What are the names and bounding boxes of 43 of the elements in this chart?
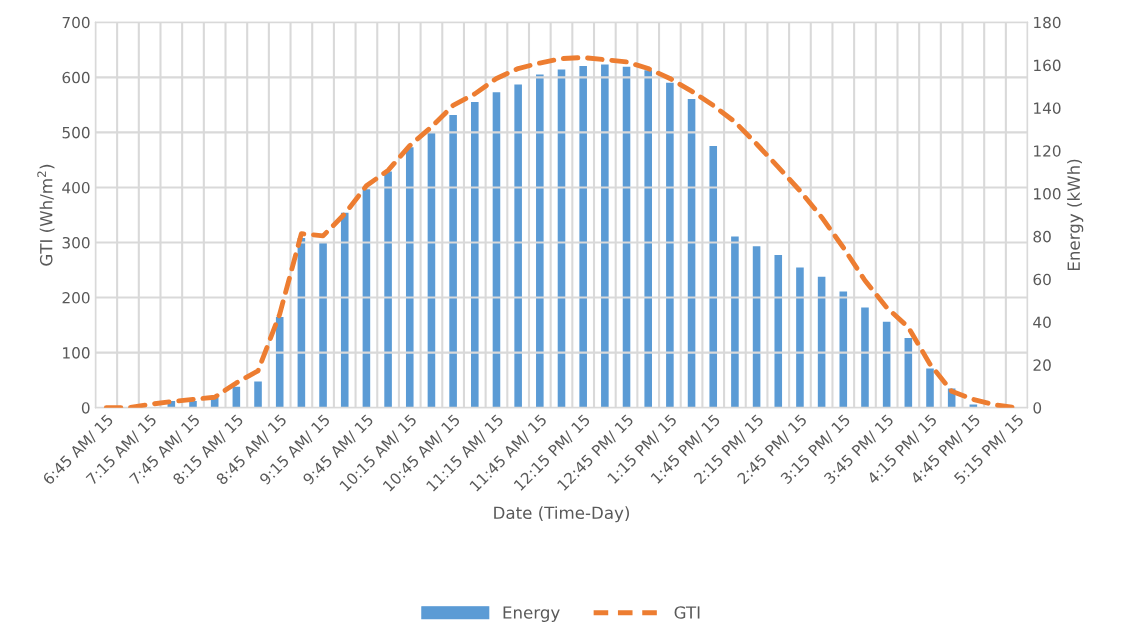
- bar: [449, 115, 457, 408]
- y2-tick-label: 180: [1034, 16, 1061, 29]
- legend-label: Energy: [503, 606, 560, 622]
- y2-tick-label: 20: [1033, 359, 1051, 371]
- bar: [340, 212, 349, 408]
- y2-tick-label: 100: [1034, 188, 1061, 200]
- y2-tick-label: 60: [1033, 273, 1051, 286]
- y-axis-title: GTI (Wh/m$^{2}$): [37, 164, 55, 266]
- y-tick-label: 200: [62, 292, 90, 304]
- bar: [536, 74, 544, 408]
- y-tick-label: 500: [62, 126, 90, 139]
- bar: [774, 255, 783, 408]
- y2-axis-title: Energy (kWh): [1067, 159, 1084, 271]
- bar: [319, 242, 327, 408]
- y-tick-label: 0: [81, 402, 90, 414]
- x-axis-title: Date (Time-Day): [494, 506, 629, 523]
- bar: [514, 84, 522, 408]
- y2-tick-label: 40: [1033, 316, 1051, 329]
- bar: [405, 147, 414, 408]
- bar: [601, 64, 609, 408]
- bar: [579, 65, 587, 408]
- bar: [796, 267, 804, 408]
- y-tick-label: 600: [62, 71, 90, 84]
- bar: [861, 307, 869, 408]
- y-tick-label: 700: [62, 16, 90, 29]
- y2-tick-label: 0: [1033, 402, 1042, 414]
- y2-tick-label: 120: [1034, 145, 1061, 157]
- y-tick-label: 100: [63, 347, 90, 359]
- y2-tick-label: 140: [1034, 102, 1061, 114]
- y-tick-label: 300: [62, 236, 90, 249]
- bar: [254, 381, 262, 408]
- bar: [731, 236, 739, 408]
- bar: [709, 146, 718, 408]
- y2-tick-label: 160: [1034, 59, 1061, 72]
- bar: [384, 171, 392, 408]
- bar: [666, 82, 674, 408]
- bar: [644, 70, 652, 408]
- legend-label: GTI: [674, 606, 700, 619]
- bar: [926, 368, 934, 408]
- bar: [471, 101, 479, 408]
- bar: [752, 246, 761, 408]
- y-tick-label: 400: [62, 181, 90, 194]
- y2-tick-label: 80: [1033, 230, 1051, 243]
